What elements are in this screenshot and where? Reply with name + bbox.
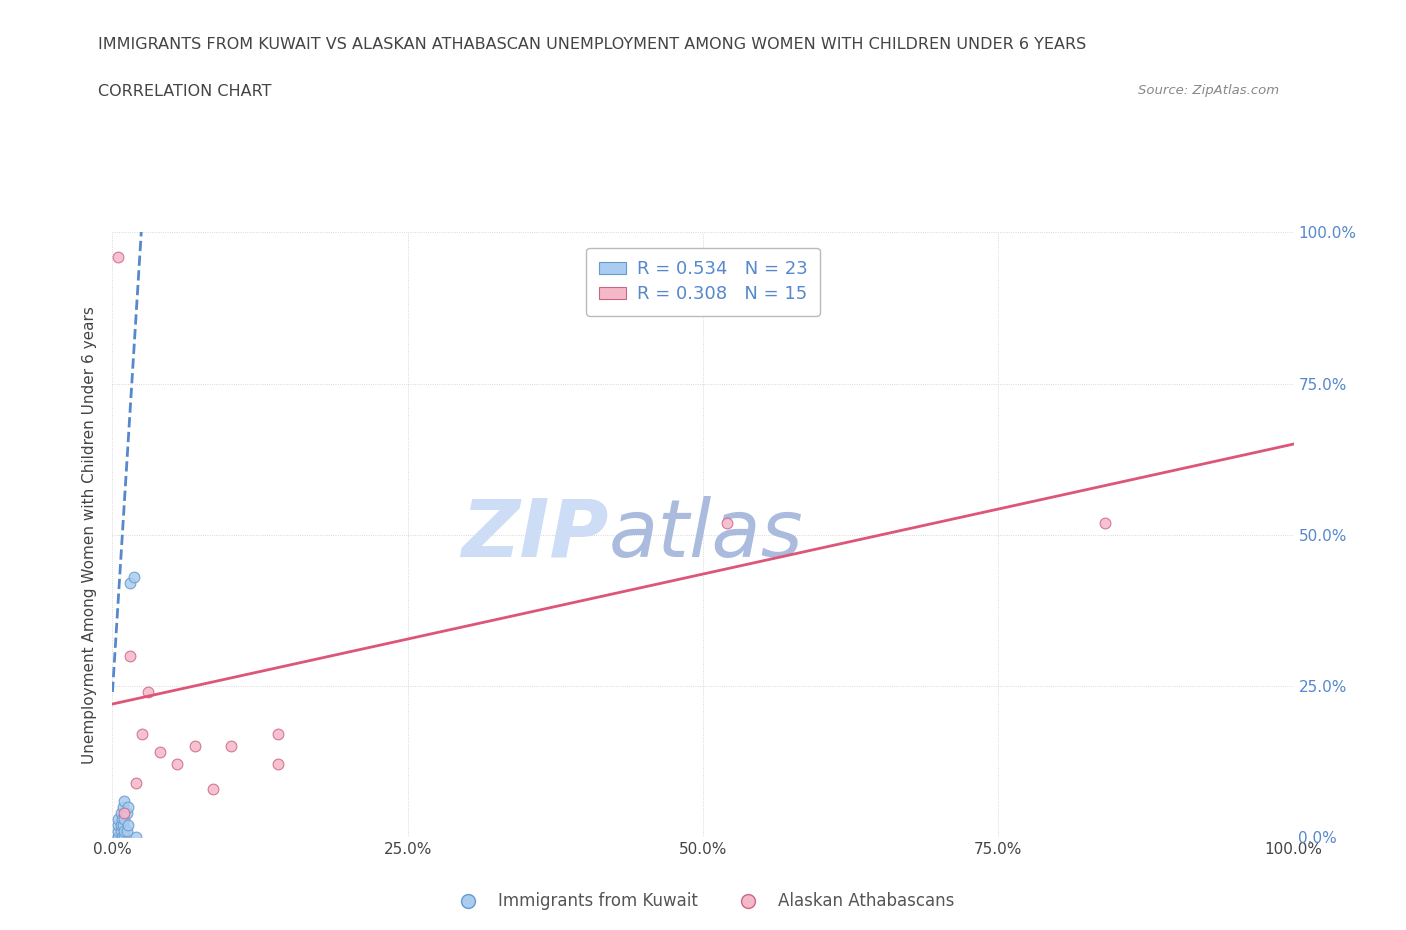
Text: IMMIGRANTS FROM KUWAIT VS ALASKAN ATHABASCAN UNEMPLOYMENT AMONG WOMEN WITH CHILD: IMMIGRANTS FROM KUWAIT VS ALASKAN ATHABA… [98,37,1087,52]
Point [166,757,188,772]
Point [201,781,224,796]
Point [131,727,153,742]
Point [110,817,132,832]
Point [120,576,142,591]
Point [115,805,138,820]
Point [112,830,135,844]
Point [107,249,129,264]
Point [112,824,135,839]
Point [107,817,129,832]
Point [112,805,135,820]
Text: atlas: atlas [609,496,803,574]
Point [110,824,132,839]
Point [136,684,159,699]
Point [1094,515,1116,530]
Point [219,738,242,753]
Point [112,811,135,827]
Point [149,745,172,760]
Text: CORRELATION CHART: CORRELATION CHART [98,84,271,99]
Point [115,824,138,839]
Point [112,817,135,832]
Legend: R = 0.534   N = 23, R = 0.308   N = 15: R = 0.534 N = 23, R = 0.308 N = 15 [586,247,820,316]
Point [112,793,135,808]
Point [117,817,139,832]
Point [125,830,148,844]
Y-axis label: Unemployment Among Women with Children Under 6 years: Unemployment Among Women with Children U… [82,306,97,764]
Point [107,830,129,844]
Point [112,800,135,815]
Text: Source: ZipAtlas.com: Source: ZipAtlas.com [1139,84,1279,97]
Point [716,515,738,530]
Point [107,824,129,839]
Legend: Immigrants from Kuwait, Alaskan Athabascans: Immigrants from Kuwait, Alaskan Athabasc… [444,885,962,917]
Point [111,830,134,844]
Point [107,830,129,844]
Point [107,811,129,827]
Text: ZIP: ZIP [461,496,609,574]
Point [125,776,148,790]
Point [111,811,134,827]
Point [120,648,142,663]
Point [267,727,290,742]
Point [117,800,139,815]
Point [184,738,207,753]
Point [267,757,290,772]
Point [110,805,132,820]
Point [122,569,145,585]
